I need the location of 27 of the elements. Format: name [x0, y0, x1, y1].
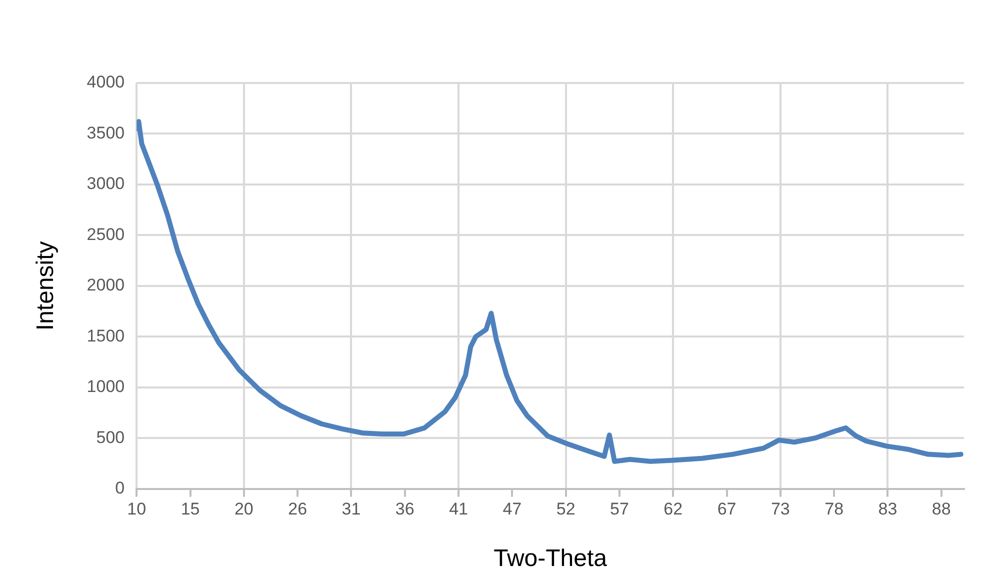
x-tick-label: 47	[502, 500, 522, 519]
x-tick-label: 36	[395, 500, 414, 519]
y-tick-label: 4000	[86, 72, 125, 92]
y-tick-label: 2000	[86, 276, 125, 295]
x-tick-label: 52	[556, 500, 576, 519]
y-tick-label: 500	[96, 428, 125, 447]
y-tick-label: 2500	[86, 224, 125, 244]
x-tick-label: 31	[342, 500, 361, 519]
x-tick-label: 88	[932, 500, 951, 519]
x-tick-label: 73	[770, 500, 790, 519]
x-tick-label: 57	[610, 500, 629, 519]
x-tick-label: 10	[127, 500, 146, 519]
y-tick-label: 1500	[86, 326, 125, 346]
y-tick-label: 0	[115, 478, 125, 498]
x-tick-label: 26	[288, 500, 308, 519]
y-axis-title: Intensity	[32, 241, 60, 331]
y-tick-label: 3500	[86, 123, 125, 142]
x-tick-label: 41	[449, 500, 468, 519]
x-tick-label: 15	[180, 500, 200, 519]
x-tick-label: 20	[234, 500, 254, 519]
x-tick-label: 78	[824, 500, 844, 519]
y-tick-label: 1000	[86, 377, 125, 396]
y-tick-label: 3000	[86, 174, 125, 194]
x-tick-label: 67	[717, 500, 736, 519]
x-tick-label: 83	[878, 500, 898, 519]
x-tick-label: 62	[664, 500, 683, 519]
x-axis-title: Two-Theta	[494, 545, 608, 572]
